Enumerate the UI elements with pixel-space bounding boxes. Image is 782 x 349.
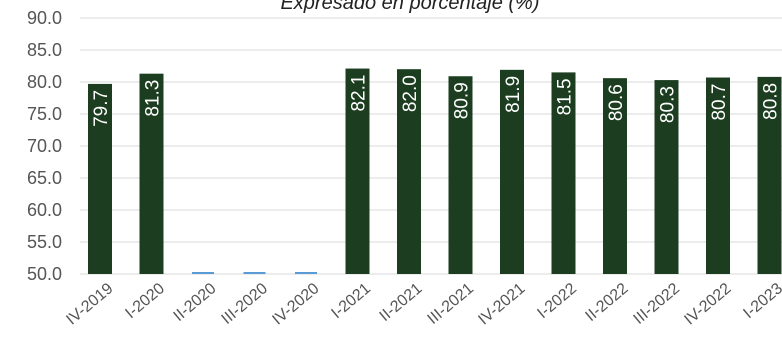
x-tick-label: III-2022 (631, 280, 684, 328)
x-tick-label: III-2020 (219, 280, 272, 328)
bar (345, 68, 370, 274)
data-label: 82.1 (349, 75, 370, 112)
y-tick-label: 85.0 (27, 40, 62, 60)
missing-value-marker (243, 272, 266, 274)
y-tick-label: 80.0 (27, 72, 62, 92)
chart-title: Expresado en porcentaje (%) (280, 0, 539, 14)
bar (706, 77, 730, 275)
x-tick-label: IV-2022 (681, 280, 734, 329)
x-tick-label: III-2021 (425, 280, 478, 328)
data-label: 80.9 (452, 82, 473, 119)
bar (448, 76, 473, 275)
missing-value-marker (192, 272, 214, 274)
bar (88, 83, 112, 274)
missing-value-marker (295, 272, 317, 274)
y-tick-label: 60.0 (27, 200, 62, 220)
data-label: 80.7 (709, 84, 730, 121)
x-tick-label: IV-2021 (475, 280, 528, 329)
x-tick-label: IV-2020 (269, 280, 322, 329)
x-tick-label: IV-2019 (63, 280, 116, 329)
bar (603, 78, 627, 274)
data-label: 81.5 (555, 78, 576, 115)
data-label: 79.7 (91, 90, 112, 127)
bar (757, 76, 782, 274)
grid-lines (80, 17, 782, 275)
data-labels: 79.7 81.3 82.1 82.0 80.9 81.9 81.5 80.6 80.3 80.7… (91, 75, 782, 127)
y-tick-label: 70.0 (27, 136, 62, 156)
x-tick-label: I-2023 (740, 280, 782, 322)
y-tick-label: 50.0 (27, 264, 62, 284)
data-label: 81.3 (143, 80, 164, 117)
y-tick-label: 75.0 (27, 104, 62, 124)
x-tick-label: II-2022 (582, 280, 631, 325)
x-tick-label: I-2020 (122, 280, 168, 322)
bar (551, 72, 576, 275)
bar (397, 69, 421, 274)
data-label: 81.9 (503, 76, 524, 113)
x-tick-label: II-2020 (170, 280, 219, 325)
bar (500, 69, 524, 274)
y-axis-ticks: 50.0 55.0 60.0 65.0 70.0 75.0 80.0 85.0 90.0 (27, 8, 62, 284)
data-label: 80.6 (606, 84, 627, 121)
data-label: 80.8 (761, 83, 782, 120)
bar (139, 73, 164, 275)
bar (654, 80, 679, 274)
bars (88, 68, 782, 275)
y-tick-label: 55.0 (27, 232, 62, 252)
y-tick-label: 65.0 (27, 168, 62, 188)
x-tick-label: II-2021 (376, 280, 425, 325)
data-label: 82.0 (400, 75, 421, 112)
data-label: 80.3 (658, 86, 679, 123)
y-tick-label: 90.0 (27, 8, 62, 28)
x-tick-label: I-2022 (534, 280, 580, 322)
x-tick-label: I-2021 (328, 280, 374, 322)
